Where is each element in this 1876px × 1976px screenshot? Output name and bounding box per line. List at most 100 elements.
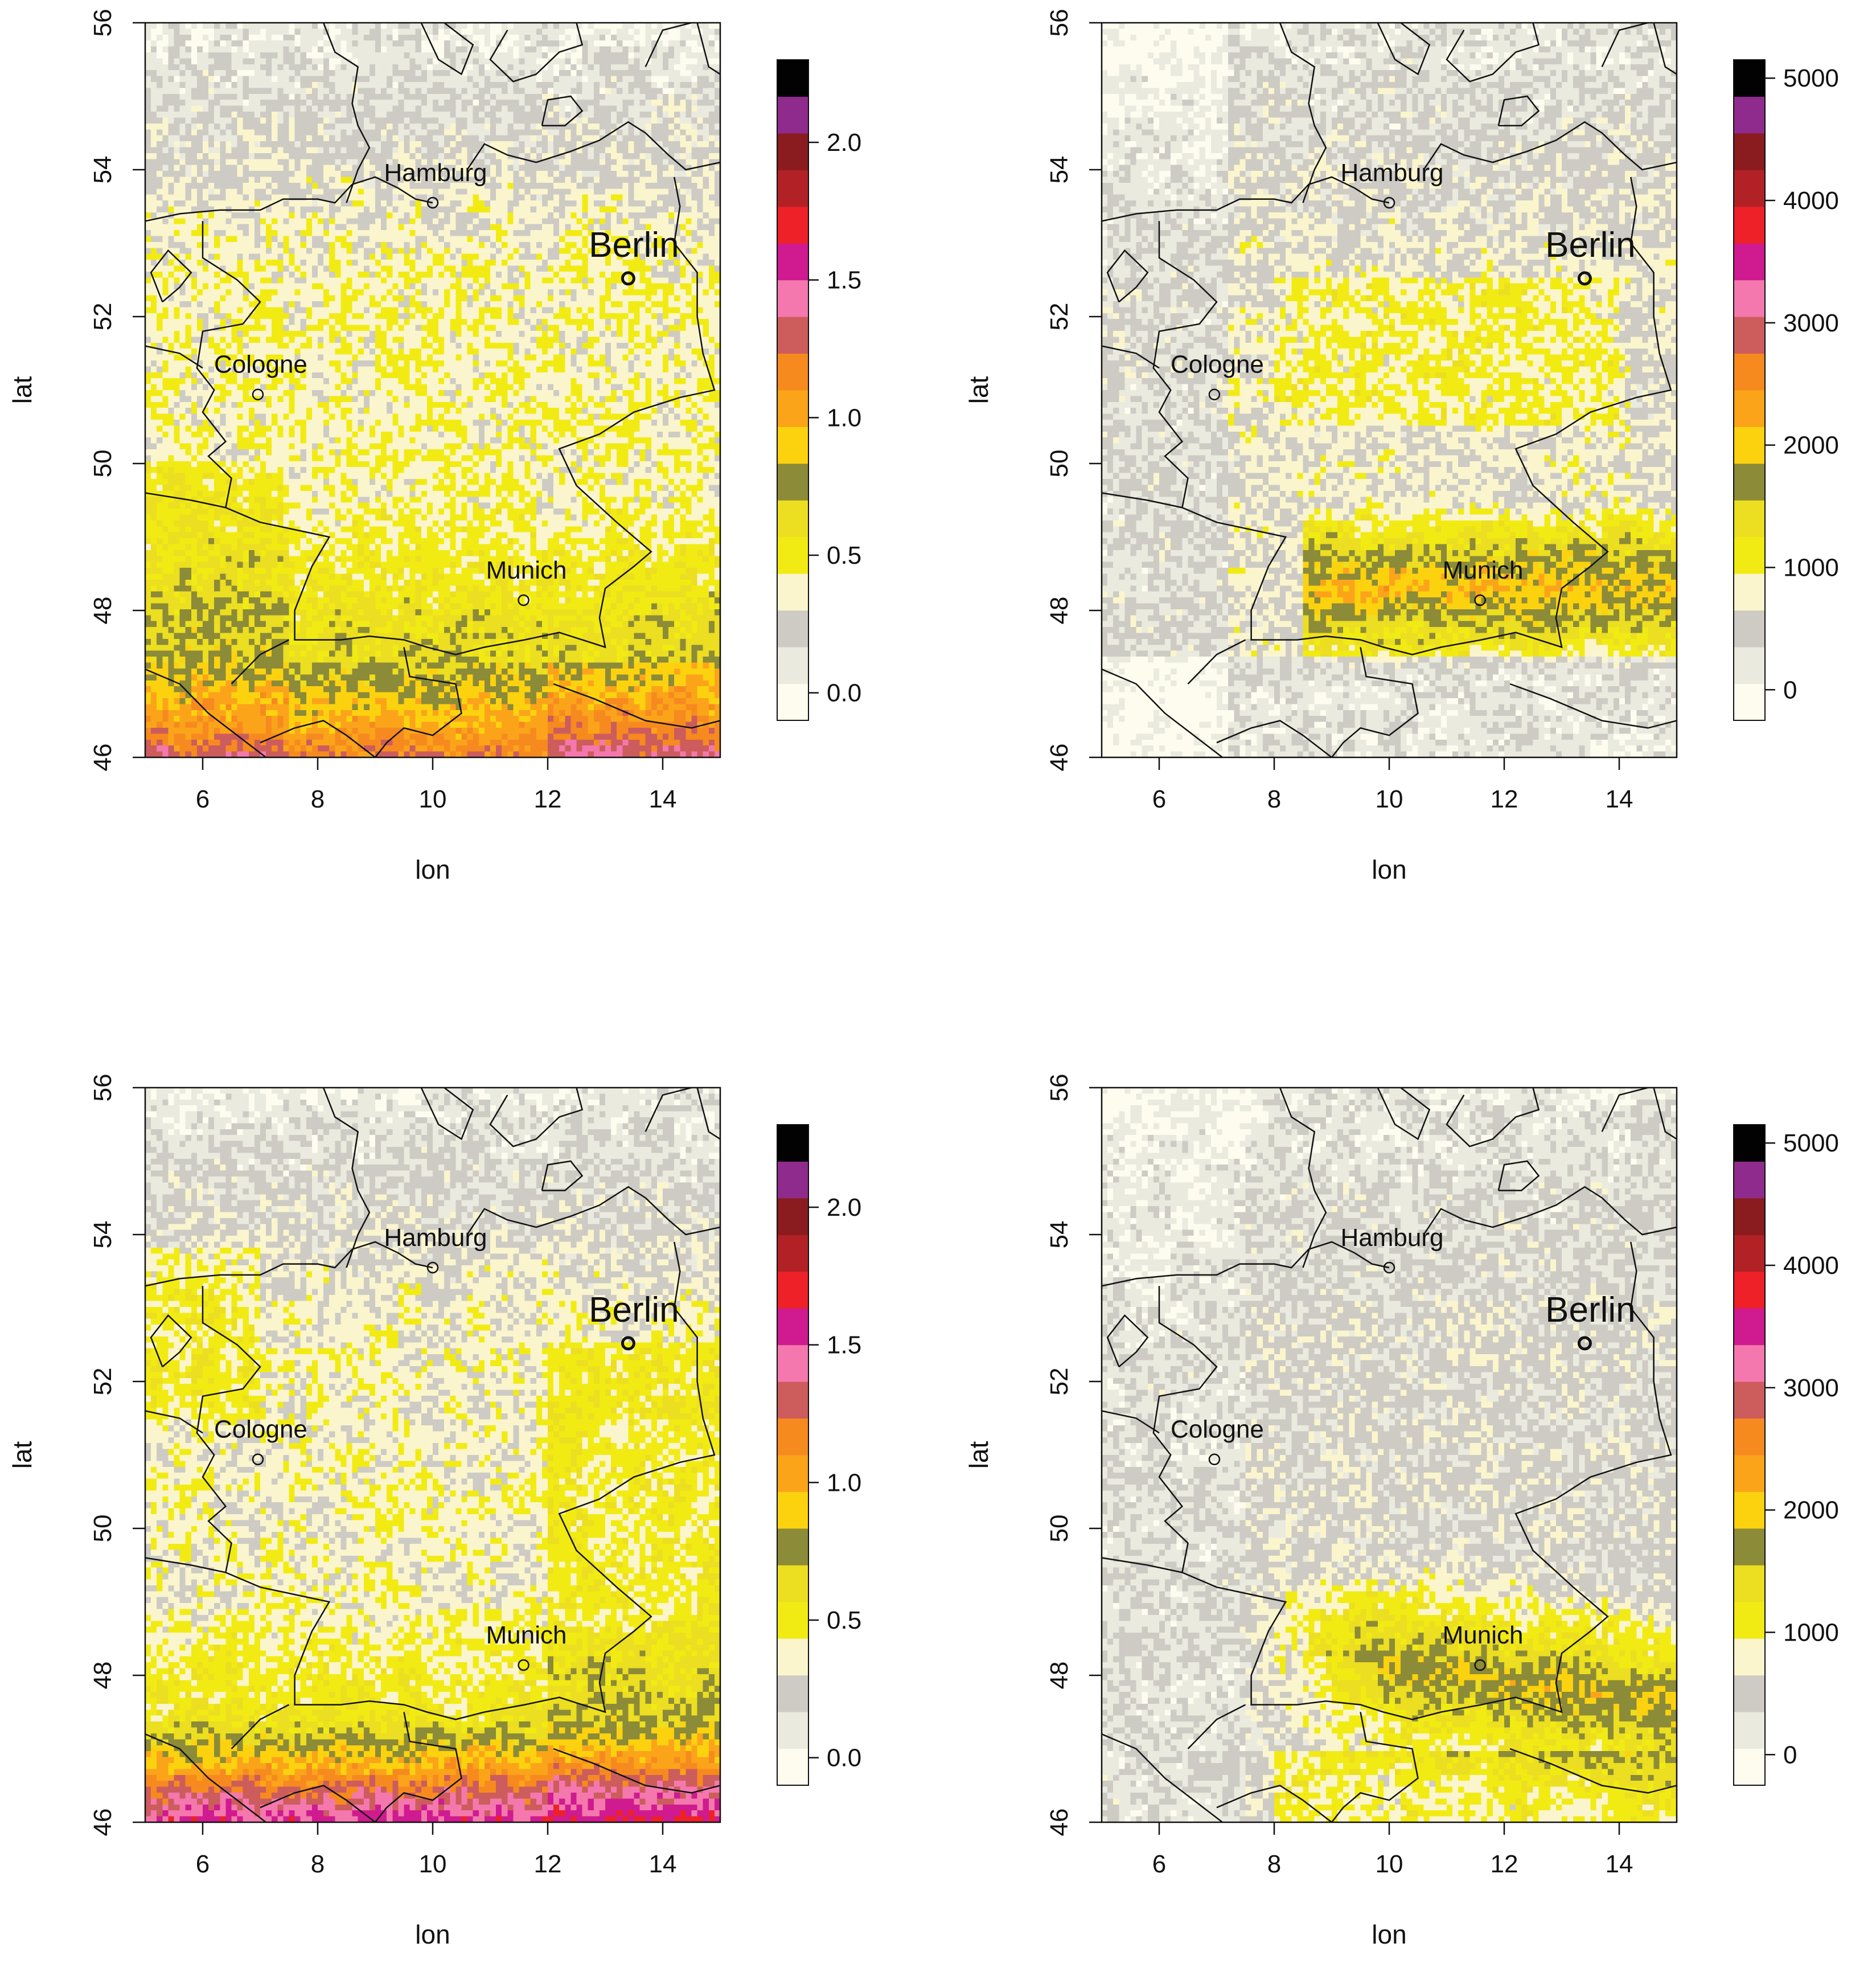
heatmap-cell (352, 520, 359, 527)
heatmap-cell (197, 444, 209, 450)
heatmap-cell (168, 526, 180, 532)
heatmap-cell (421, 455, 450, 461)
heatmap-cell (323, 236, 335, 243)
heatmap-cell (490, 177, 496, 183)
heatmap-cell (542, 485, 554, 491)
heatmap-cell (513, 188, 519, 195)
heatmap-cell (553, 242, 560, 248)
heatmap-cell (467, 70, 479, 76)
heatmap-cell (340, 284, 352, 290)
heatmap-cell (312, 248, 324, 254)
heatmap-cell (657, 52, 663, 59)
heatmap-cell (496, 414, 502, 420)
heatmap-cell (180, 396, 192, 402)
heatmap-cell (570, 378, 577, 384)
heatmap-cell (473, 461, 479, 468)
heatmap-cell (588, 52, 594, 59)
heatmap-cell (479, 325, 485, 331)
heatmap-cell (668, 473, 703, 479)
heatmap-cell (214, 58, 232, 64)
heatmap-cell (570, 420, 577, 426)
heatmap-cell (502, 313, 508, 319)
heatmap-cell (232, 112, 238, 118)
heatmap-cell (565, 153, 571, 159)
heatmap-cell (335, 23, 347, 29)
heatmap-cell (570, 248, 577, 254)
heatmap-cell (663, 200, 686, 207)
heatmap-cell (225, 455, 232, 461)
heatmap-cell (668, 485, 675, 491)
heatmap-cell (507, 355, 514, 361)
heatmap-cell (191, 141, 203, 147)
heatmap-cell (634, 183, 646, 189)
heatmap-cell (301, 52, 307, 59)
heatmap-cell (174, 414, 180, 420)
heatmap-cell (565, 349, 571, 355)
heatmap-cell (214, 40, 220, 47)
heatmap-cell (628, 183, 634, 189)
heatmap-cell (582, 40, 589, 47)
heatmap-cell (473, 112, 479, 118)
heatmap-cell (301, 159, 313, 165)
heatmap-cell (703, 218, 709, 224)
heatmap-cell (410, 218, 416, 224)
heatmap-cell (490, 384, 496, 391)
heatmap-cell (289, 467, 295, 473)
heatmap-cell (462, 277, 474, 284)
heatmap-cell (203, 289, 226, 296)
heatmap-cell (295, 112, 318, 118)
heatmap-cell (611, 503, 623, 509)
heatmap-cell (577, 212, 583, 219)
heatmap-cell (692, 230, 698, 236)
heatmap-cell (162, 100, 186, 106)
heatmap-cell (622, 420, 640, 426)
heatmap-cell (450, 520, 456, 527)
heatmap-cell (162, 420, 174, 426)
heatmap-cell (191, 52, 198, 59)
heatmap-cell (657, 420, 663, 426)
heatmap-cell (145, 248, 151, 254)
heatmap-cell (272, 473, 284, 479)
heatmap-cell (519, 171, 526, 177)
heatmap-cell (214, 117, 232, 124)
heatmap-cell (542, 28, 565, 35)
heatmap-cell (467, 88, 479, 94)
heatmap-cell (548, 136, 554, 142)
heatmap-cell (703, 514, 715, 520)
heatmap-cell (657, 82, 663, 88)
heatmap-cell (318, 444, 324, 450)
heatmap-cell (519, 455, 526, 461)
heatmap-cell (496, 177, 514, 183)
heatmap-cell (329, 58, 341, 64)
heatmap-cell (243, 124, 272, 130)
heatmap-cell (266, 136, 272, 142)
heatmap-cell (421, 526, 428, 532)
heatmap-cell (295, 230, 301, 236)
heatmap-cell (301, 76, 330, 83)
heatmap-cell (525, 248, 531, 254)
heatmap-cell (157, 47, 163, 53)
heatmap-cell (640, 331, 646, 337)
heatmap-cell (703, 88, 715, 94)
heatmap-cell (473, 58, 479, 64)
heatmap-cell (628, 449, 634, 456)
heatmap-cell (525, 437, 531, 444)
heatmap-cell (329, 325, 335, 331)
heatmap-cell (358, 28, 370, 35)
heatmap-cell (364, 509, 381, 515)
heatmap-cell (295, 141, 301, 147)
heatmap-cell (340, 372, 347, 379)
heatmap-cell (272, 35, 284, 41)
heatmap-cell (496, 331, 502, 337)
heatmap-cell (180, 70, 186, 76)
heatmap-cell (243, 117, 261, 124)
heatmap-cell (220, 449, 226, 456)
heatmap-cell (318, 218, 324, 224)
heatmap-cell (180, 331, 186, 337)
heatmap-cell (421, 242, 428, 248)
heatmap-cell (375, 70, 393, 76)
heatmap-cell (444, 473, 456, 479)
heatmap-cell (220, 343, 226, 349)
heatmap-cell (674, 467, 680, 473)
heatmap-cell (404, 117, 410, 124)
